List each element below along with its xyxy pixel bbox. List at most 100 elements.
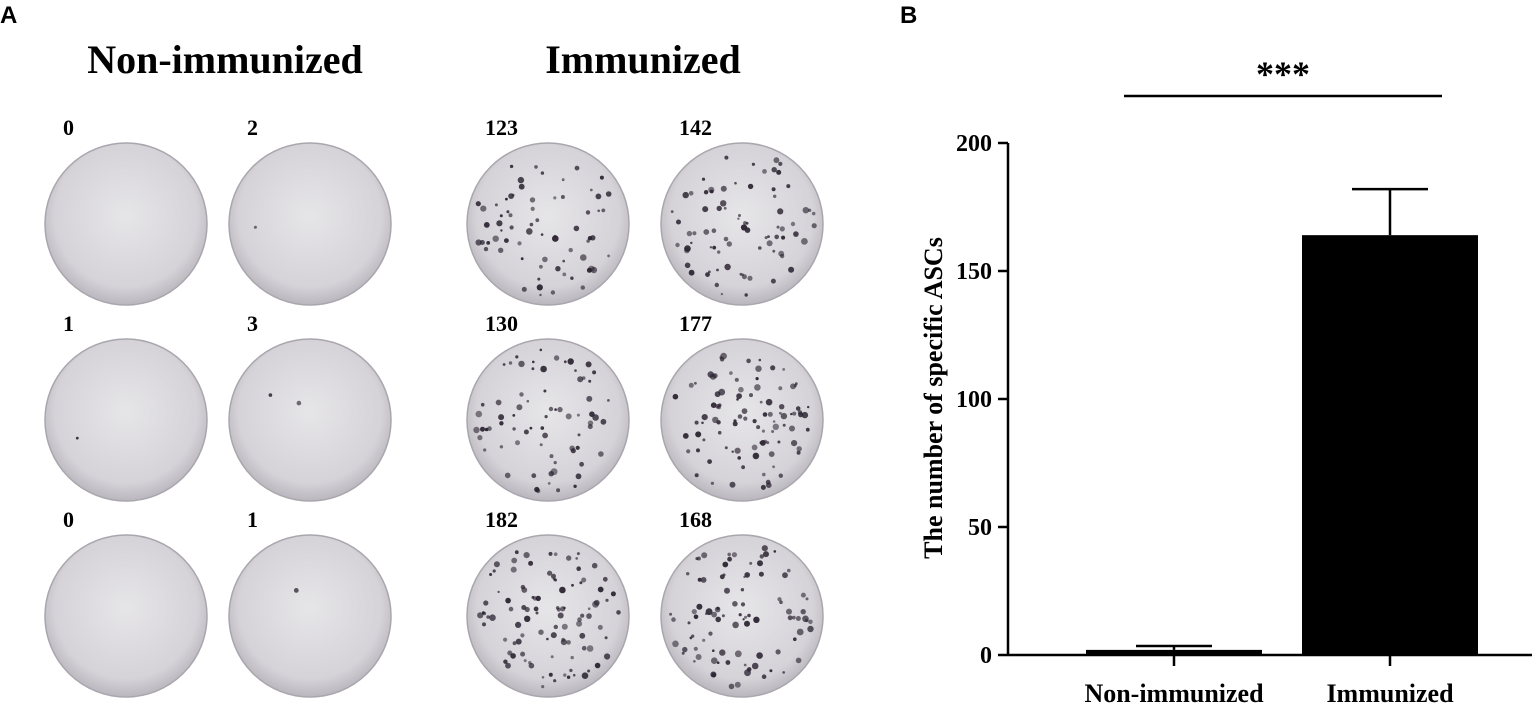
spot — [723, 206, 727, 210]
spot — [682, 646, 688, 653]
spot — [701, 552, 708, 559]
spot — [741, 408, 748, 414]
spot — [610, 591, 616, 597]
spot — [520, 257, 524, 261]
spot — [550, 290, 556, 295]
spot — [774, 234, 779, 240]
spot — [749, 393, 753, 398]
spot — [498, 414, 505, 421]
spot — [599, 175, 604, 180]
spot — [540, 171, 545, 175]
spot — [725, 660, 731, 665]
spot — [566, 640, 571, 645]
well-count-label: 2 — [247, 115, 258, 140]
spot — [576, 552, 580, 556]
well-images — [44, 142, 824, 698]
well-0-5 — [228, 534, 392, 698]
spot — [523, 552, 530, 559]
spot — [576, 620, 583, 627]
spot — [526, 399, 530, 403]
spot — [517, 176, 525, 184]
spot — [517, 241, 522, 246]
spot — [694, 420, 699, 425]
spot — [521, 587, 528, 593]
spot — [786, 184, 791, 189]
spot — [736, 398, 739, 401]
spot — [756, 425, 761, 430]
spot — [502, 363, 506, 366]
spot — [765, 398, 773, 406]
well-count-label: 182 — [485, 507, 518, 532]
spot — [561, 623, 568, 630]
spot — [702, 638, 706, 642]
spot — [296, 400, 302, 406]
y-tick-label: 50 — [968, 515, 992, 541]
spot — [268, 393, 273, 397]
y-tick-label: 100 — [956, 387, 992, 413]
spot — [781, 235, 786, 240]
spot — [762, 472, 766, 477]
spot — [493, 561, 500, 568]
spot — [553, 355, 560, 361]
spot — [580, 613, 585, 618]
well-count-label: 130 — [485, 311, 518, 336]
y-axis-label: The number of specific ASCs — [919, 237, 948, 559]
spot — [797, 410, 803, 415]
spot — [506, 210, 510, 214]
spot — [727, 552, 731, 557]
spot — [733, 419, 737, 423]
spot — [696, 448, 700, 453]
well-count-label: 123 — [485, 115, 518, 140]
spot — [688, 191, 694, 196]
spot — [577, 433, 581, 437]
spot — [703, 229, 710, 235]
spot — [559, 586, 566, 594]
spot — [537, 277, 541, 281]
spot — [498, 247, 504, 253]
spot — [516, 404, 523, 411]
spot — [770, 365, 776, 371]
well-1-1 — [660, 142, 824, 306]
spot — [523, 429, 529, 435]
spot — [483, 222, 490, 228]
spot — [576, 566, 581, 571]
spot — [553, 461, 557, 465]
spot — [574, 165, 580, 171]
spot — [690, 241, 693, 245]
significance-marker: *** — [1256, 54, 1310, 94]
spot — [512, 414, 516, 417]
spot — [487, 426, 492, 431]
spot — [705, 272, 710, 277]
spot — [475, 410, 483, 418]
spot — [568, 247, 573, 253]
spot — [772, 420, 776, 423]
spot — [716, 661, 720, 664]
y-tick-label: 150 — [956, 259, 992, 285]
spot — [724, 587, 730, 594]
spot — [738, 214, 741, 217]
spot — [722, 561, 729, 568]
spot — [701, 177, 706, 181]
spot — [616, 610, 621, 615]
spot — [707, 459, 712, 464]
spot — [504, 472, 511, 479]
spot — [734, 377, 739, 382]
spot — [682, 191, 689, 199]
spot — [760, 484, 766, 490]
spot — [494, 203, 498, 207]
spot — [475, 201, 481, 207]
spot — [515, 440, 520, 446]
spot — [672, 393, 679, 400]
spot — [732, 601, 738, 607]
spot — [729, 481, 736, 488]
spot — [605, 598, 609, 602]
spot — [795, 657, 802, 664]
spot — [778, 386, 783, 391]
spot — [777, 597, 782, 602]
well-0-2 — [44, 338, 208, 502]
spot — [592, 370, 597, 375]
spot — [717, 250, 721, 254]
spot — [505, 197, 508, 201]
spot — [541, 685, 545, 689]
spot — [787, 615, 793, 621]
